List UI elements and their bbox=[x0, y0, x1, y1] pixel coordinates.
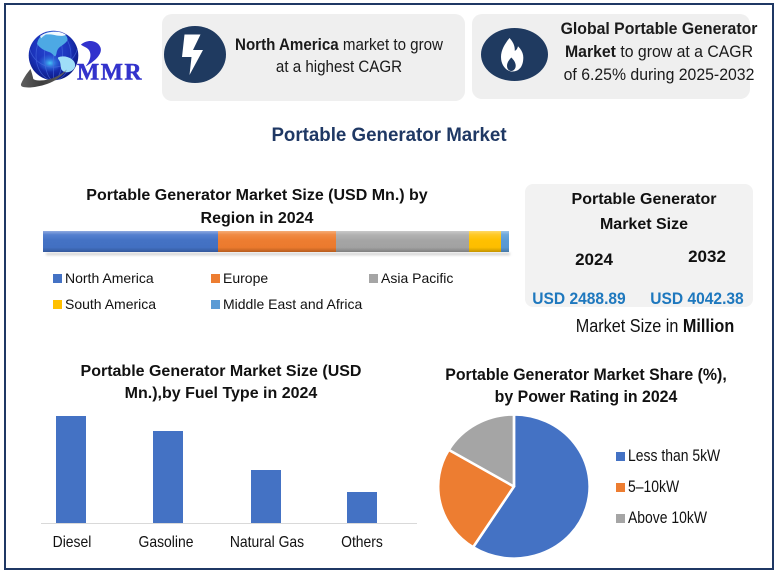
svg-text:MMR: MMR bbox=[77, 60, 143, 86]
